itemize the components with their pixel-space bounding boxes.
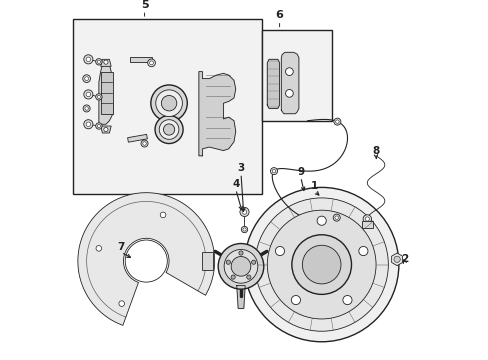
Circle shape (365, 217, 368, 221)
Circle shape (103, 127, 108, 132)
Circle shape (119, 301, 124, 306)
Circle shape (159, 120, 179, 139)
Circle shape (285, 68, 293, 76)
Bar (202, 252, 212, 270)
Circle shape (291, 296, 300, 305)
Circle shape (96, 59, 102, 65)
Circle shape (163, 124, 174, 135)
Polygon shape (236, 285, 244, 309)
Circle shape (218, 243, 263, 289)
Circle shape (103, 60, 108, 64)
Circle shape (161, 95, 177, 111)
Circle shape (226, 260, 230, 264)
Circle shape (149, 61, 153, 65)
Circle shape (96, 123, 102, 129)
Circle shape (141, 140, 148, 147)
Circle shape (335, 120, 339, 123)
Bar (101, 72, 113, 114)
Circle shape (82, 75, 90, 82)
Circle shape (97, 125, 101, 127)
Circle shape (275, 247, 284, 256)
Circle shape (243, 228, 245, 231)
Circle shape (147, 59, 155, 67)
Text: 1: 1 (310, 181, 318, 191)
Polygon shape (101, 126, 111, 133)
Circle shape (97, 95, 101, 99)
Circle shape (86, 122, 90, 126)
Circle shape (267, 210, 375, 319)
Text: 2: 2 (401, 253, 408, 264)
Circle shape (155, 90, 182, 117)
Text: 6: 6 (275, 10, 283, 21)
Circle shape (255, 198, 387, 331)
Polygon shape (127, 134, 147, 142)
Circle shape (251, 260, 255, 264)
Circle shape (83, 90, 93, 99)
Circle shape (342, 296, 351, 305)
Text: 3: 3 (237, 163, 244, 173)
Circle shape (83, 120, 93, 129)
Circle shape (83, 55, 93, 64)
Text: 5: 5 (141, 0, 148, 10)
Circle shape (155, 116, 183, 144)
Circle shape (224, 249, 257, 283)
Circle shape (96, 246, 102, 251)
Polygon shape (78, 193, 214, 325)
Circle shape (86, 92, 90, 97)
Polygon shape (99, 61, 113, 124)
Circle shape (84, 77, 88, 81)
Circle shape (246, 275, 250, 279)
Circle shape (142, 142, 146, 145)
Circle shape (332, 214, 340, 221)
Circle shape (231, 257, 250, 276)
Circle shape (97, 60, 101, 63)
Polygon shape (199, 72, 235, 156)
Circle shape (242, 210, 246, 214)
Polygon shape (281, 52, 298, 114)
Circle shape (83, 105, 90, 112)
Circle shape (333, 118, 340, 125)
Circle shape (150, 85, 187, 121)
Circle shape (239, 251, 243, 255)
Circle shape (240, 207, 248, 216)
Polygon shape (391, 253, 402, 266)
Circle shape (125, 240, 167, 282)
Bar (262, 30, 331, 121)
Circle shape (302, 245, 340, 284)
Circle shape (272, 169, 275, 173)
Text: 8: 8 (372, 145, 379, 156)
Circle shape (334, 216, 338, 219)
Polygon shape (267, 59, 279, 108)
Circle shape (317, 216, 325, 225)
Text: 4: 4 (232, 179, 239, 189)
Circle shape (241, 226, 247, 233)
Circle shape (363, 215, 371, 223)
Text: 9: 9 (297, 167, 304, 177)
Circle shape (393, 256, 400, 262)
Circle shape (230, 275, 235, 279)
Circle shape (160, 212, 165, 218)
Circle shape (86, 57, 90, 62)
Bar (72, 19, 262, 194)
Polygon shape (101, 59, 111, 66)
Circle shape (291, 235, 351, 294)
Circle shape (358, 247, 367, 256)
Circle shape (270, 168, 277, 175)
Bar (361, 221, 372, 228)
Circle shape (285, 90, 293, 97)
Circle shape (244, 188, 398, 342)
Text: 7: 7 (117, 242, 124, 252)
Circle shape (85, 107, 88, 110)
Circle shape (96, 94, 102, 100)
Polygon shape (130, 57, 151, 62)
